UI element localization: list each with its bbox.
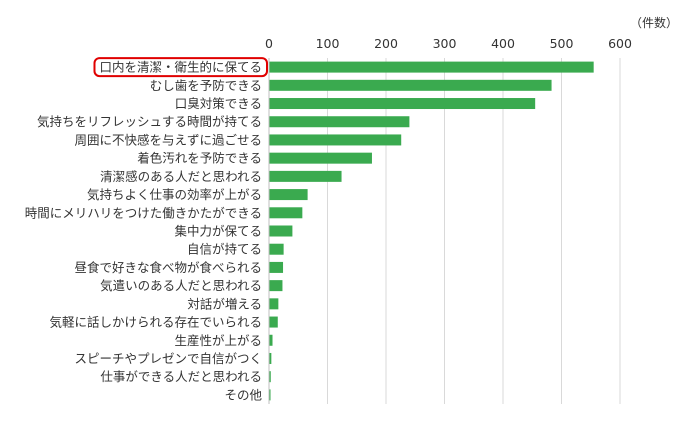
bar (269, 152, 372, 164)
category-label: 時間にメリハリをつけた働きかたができる (25, 205, 262, 220)
category-label: 気持ちよく仕事の効率が上がる (87, 187, 262, 202)
bar (269, 389, 271, 401)
x-axis-ticks: 0 100 200 300 400 500 600 (265, 36, 632, 51)
category-label: 生産性が上がる (174, 333, 262, 348)
bar (269, 116, 410, 128)
category-label: 自信が持てる (187, 242, 262, 257)
category-label: 対話が増える (187, 296, 262, 311)
category-label: 口臭対策できる (175, 96, 262, 111)
category-label: 気持ちをリフレッシュする時間が持てる (37, 114, 262, 129)
category-label: 清潔感のある人だと思われる (100, 169, 262, 184)
category-label: 口内を清潔・衛生的に保てる (99, 60, 262, 75)
x-tick-label: 400 (491, 36, 515, 51)
highlight-box (93, 57, 268, 78)
category-label: 集中力が保てる (174, 224, 262, 239)
category-label: 昼食で好きな食べ物が食べられる (74, 260, 262, 275)
bar (269, 225, 293, 237)
category-label: 着色汚れを予防できる (137, 151, 262, 166)
bar (269, 298, 279, 310)
bar (269, 352, 272, 364)
bar (269, 189, 308, 201)
x-tick-label: 100 (316, 36, 340, 51)
bar (269, 207, 303, 219)
bar (269, 61, 594, 73)
category-label: スピーチやプレゼンで自信がつく (74, 351, 262, 366)
x-tick-label: 200 (374, 36, 398, 51)
bar (269, 98, 536, 110)
category-label: 周囲に不快感を与えずに過ごせる (74, 132, 262, 147)
bar (269, 243, 284, 255)
bar (269, 371, 271, 383)
x-tick-label: 600 (608, 36, 632, 51)
bar (269, 170, 342, 182)
bars (269, 61, 594, 401)
bar (269, 261, 284, 273)
x-tick-label: 0 (265, 36, 273, 51)
category-label: 気軽に話しかけられる存在でいられる (49, 315, 262, 330)
bar (269, 316, 278, 328)
unit-label: （件数） (630, 15, 678, 30)
bar (269, 134, 402, 146)
x-tick-label: 300 (433, 36, 457, 51)
bar (269, 280, 283, 292)
category-labels: 口内を清潔・衛生的に保てるむし歯を予防できる口臭対策できる気持ちをリフレッシュす… (25, 60, 263, 403)
grid-lines (327, 58, 621, 404)
category-label: 気遣いのある人だと思われる (100, 278, 262, 293)
bar (269, 79, 552, 91)
bar (269, 334, 273, 346)
category-label: 仕事ができる人だと思われる (100, 369, 262, 384)
x-tick-label: 500 (550, 36, 574, 51)
category-label: その他 (224, 387, 262, 402)
category-label: むし歯を予防できる (150, 78, 262, 93)
